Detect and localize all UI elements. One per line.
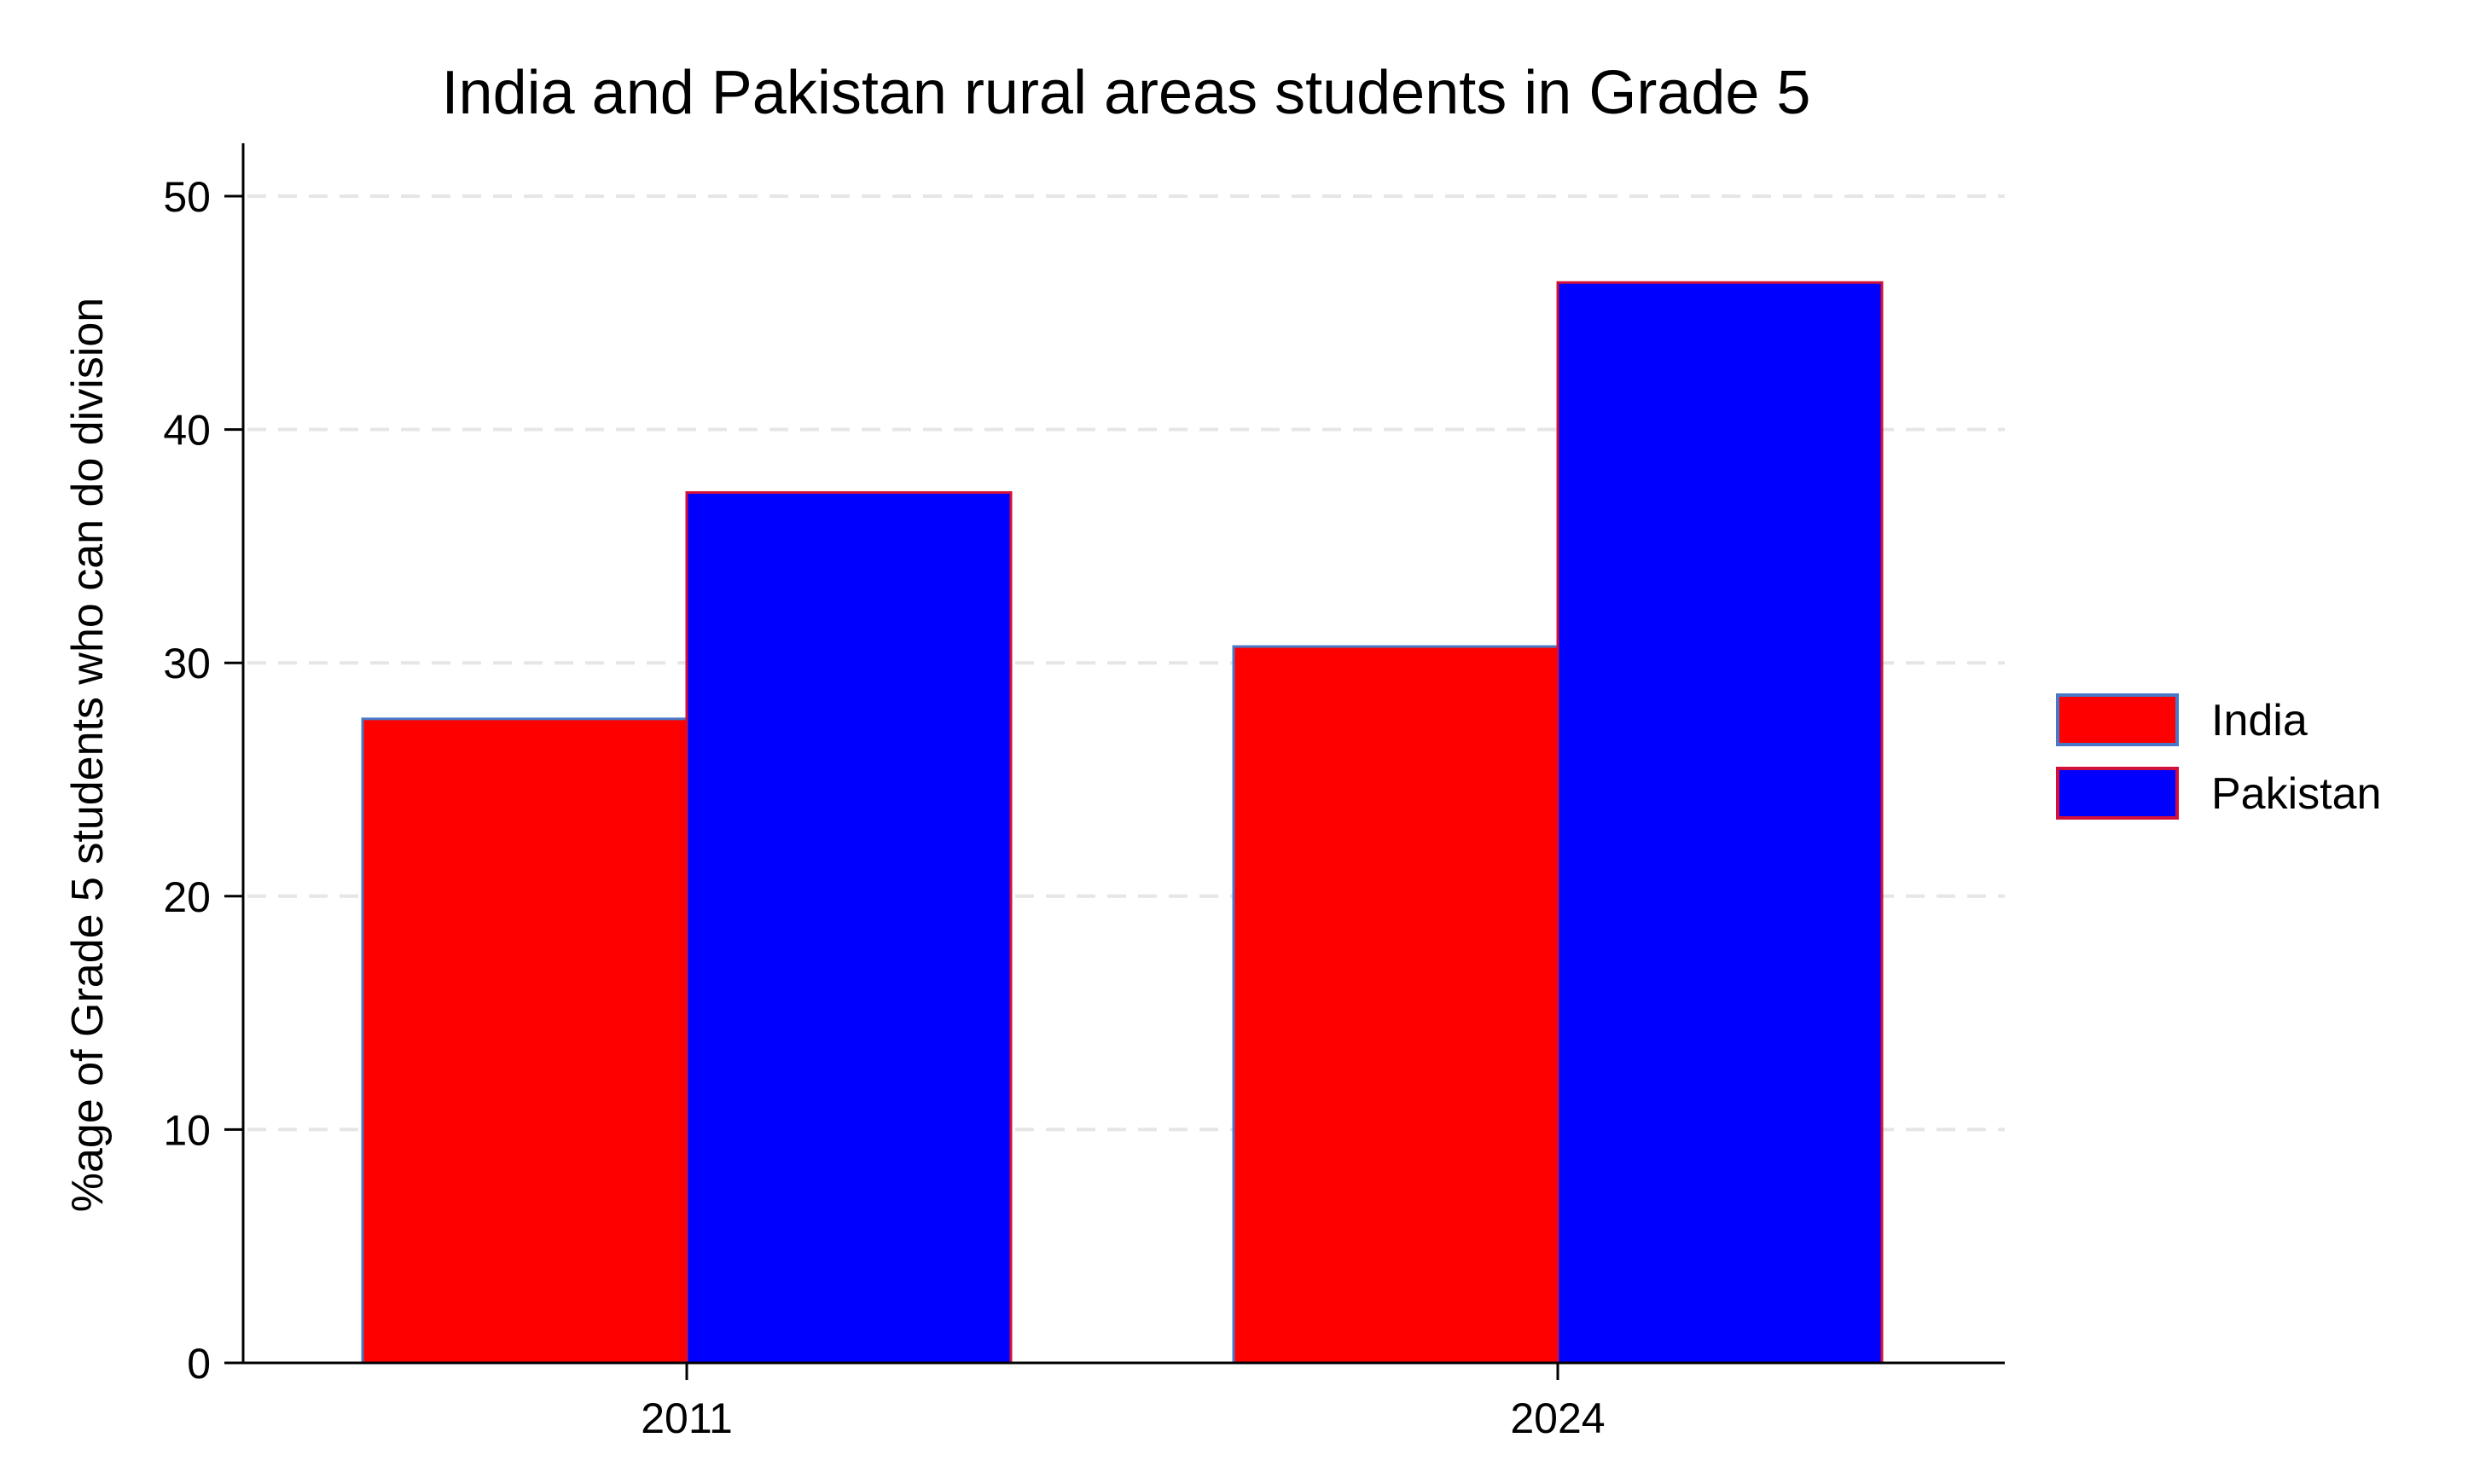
legend-swatch-india	[2056, 693, 2179, 746]
x-tick-label: 2011	[641, 1394, 733, 1442]
legend-label-india: India	[2211, 696, 2308, 745]
legend-swatch-pakistan	[2056, 767, 2179, 820]
chart-title: India and Pakistan rural areas students …	[442, 59, 1811, 127]
bars	[361, 281, 1884, 1365]
tick-labels: 0 10 20 30 40 50 2011 2024	[163, 173, 1605, 1442]
y-tick-label: 10	[163, 1106, 211, 1154]
legend-label-pakistan: Pakistan	[2211, 769, 2381, 819]
bar-india-2024	[1232, 645, 1559, 1365]
y-tick-label: 50	[163, 173, 211, 221]
x-tick-label: 2024	[1510, 1394, 1605, 1442]
y-axis-label: %age of Grade 5 students who can do divi…	[63, 298, 113, 1212]
y-tick-label: 40	[163, 407, 211, 455]
axes	[224, 143, 2005, 1380]
bar-pakistan-2011	[685, 490, 1013, 1365]
bar-pakistan-2024	[1556, 281, 1884, 1365]
y-tick-label: 20	[163, 873, 211, 921]
y-tick-label: 30	[163, 640, 211, 687]
legend: India Pakistan	[2056, 693, 2381, 820]
y-tick-label: 0	[187, 1340, 211, 1388]
bar-india-2011	[361, 717, 688, 1365]
